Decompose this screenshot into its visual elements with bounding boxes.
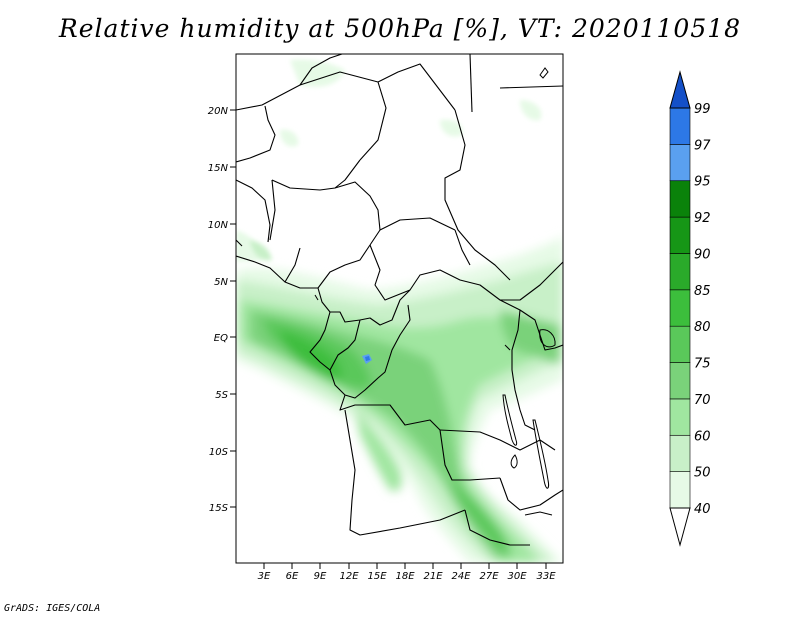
country-borders bbox=[236, 54, 563, 546]
colorbar-swatches bbox=[669, 107, 691, 509]
lat-label-15n: 15N bbox=[208, 163, 229, 174]
colorbar-swatch bbox=[669, 325, 691, 363]
colorbar-top-arrow bbox=[669, 70, 691, 109]
map-frame bbox=[235, 53, 564, 564]
colorbar-label: 90 bbox=[694, 247, 711, 262]
colorbar-swatch bbox=[669, 398, 691, 436]
colorbar-label: 40 bbox=[694, 502, 711, 517]
lon-label-33e: 33E bbox=[536, 571, 556, 582]
lon-label-30e: 30E bbox=[507, 571, 527, 582]
lon-label-24e: 24E bbox=[451, 571, 471, 582]
colorbar-label: 92 bbox=[694, 211, 711, 226]
map-title: Relative humidity at 500hPa [%], VT: 202… bbox=[58, 14, 742, 43]
humidity-field bbox=[236, 59, 563, 563]
colorbar-swatch bbox=[669, 216, 691, 254]
colorbar-label: 95 bbox=[694, 175, 711, 190]
colorbar-label: 97 bbox=[694, 138, 711, 153]
lat-label-5n: 5N bbox=[214, 277, 228, 288]
lon-label-15e: 15E bbox=[367, 571, 387, 582]
lon-label-12e: 12E bbox=[339, 571, 359, 582]
lon-label-3e: 3E bbox=[258, 571, 271, 582]
lon-label-18e: 18E bbox=[395, 571, 415, 582]
colorbar-label: 75 bbox=[694, 357, 711, 372]
colorbar-label: 60 bbox=[694, 429, 711, 444]
colorbar-swatch bbox=[669, 107, 691, 145]
colorbar-swatch bbox=[669, 362, 691, 400]
colorbar-swatch bbox=[669, 471, 691, 509]
colorbar-bottom-arrow bbox=[669, 507, 691, 547]
colorbar-swatch bbox=[669, 253, 691, 291]
lon-label-6e: 6E bbox=[286, 571, 299, 582]
colorbar-labels: 40 50 60 70 75 80 85 90 92 95 97 99 bbox=[694, 102, 711, 517]
lat-label-20n: 20N bbox=[208, 106, 229, 117]
lat-label-10s: 10S bbox=[209, 447, 229, 458]
lon-axis: 3E 6E 9E 12E 15E 18E 21E 24E 27E 30E 33E bbox=[258, 563, 556, 582]
lat-label-5s: 5S bbox=[215, 390, 228, 401]
colorbar: 40 50 60 70 75 80 85 90 92 95 97 99 bbox=[669, 70, 711, 547]
colorbar-swatch bbox=[669, 144, 691, 182]
lakes bbox=[314, 67, 556, 516]
lon-label-9e: 9E bbox=[314, 571, 327, 582]
colorbar-label: 99 bbox=[694, 102, 711, 117]
colorbar-swatch bbox=[669, 289, 691, 327]
lon-label-21e: 21E bbox=[423, 571, 443, 582]
lat-label-eq: EQ bbox=[214, 333, 228, 344]
colorbar-swatch bbox=[669, 434, 691, 472]
colorbar-label: 85 bbox=[694, 284, 711, 299]
colorbar-label: 70 bbox=[694, 393, 711, 408]
lat-axis: 20N 15N 10N 5N EQ 5S 10S 15S bbox=[208, 106, 236, 514]
lat-label-15s: 15S bbox=[209, 503, 229, 514]
lon-label-27e: 27E bbox=[479, 571, 499, 582]
lat-label-10n: 10N bbox=[208, 220, 229, 231]
colorbar-label: 80 bbox=[694, 320, 711, 335]
colorbar-label: 50 bbox=[694, 466, 711, 481]
credit-text: GrADS: IGES/COLA bbox=[4, 603, 101, 614]
colorbar-swatch bbox=[669, 180, 691, 218]
